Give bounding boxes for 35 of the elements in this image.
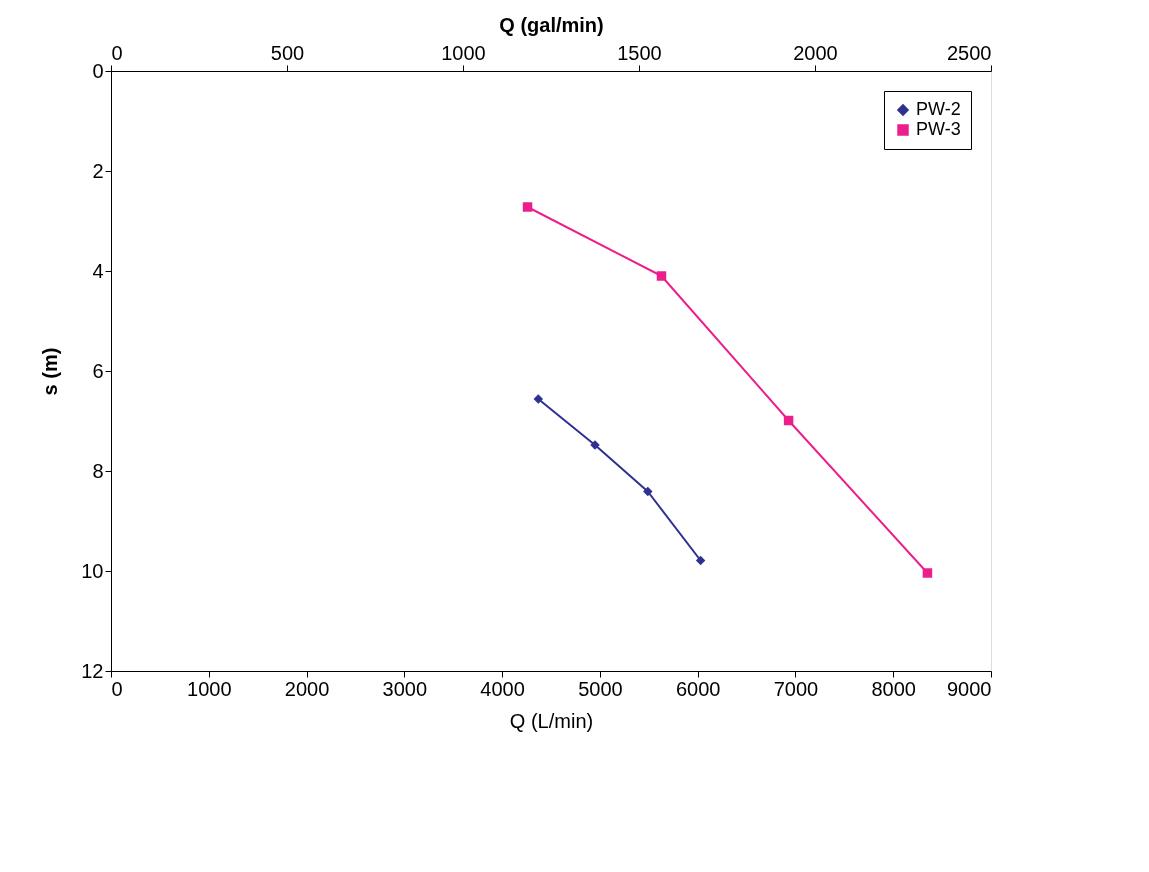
x-tick-label: 3000 [382, 677, 428, 700]
y-tick-label: 8 [92, 459, 104, 482]
x-tick-label: 8000 [871, 677, 916, 700]
x2-tick-label: 2000 [793, 41, 838, 64]
y-tick-label: 6 [92, 359, 104, 382]
point [656, 271, 667, 281]
y-axis-title: s (m) [39, 347, 62, 396]
x-tick-label: 2000 [284, 677, 330, 700]
y-tick-label: 12 [81, 659, 104, 682]
y-tick-label: 2 [92, 159, 104, 182]
point [533, 394, 544, 404]
x2-tick-label: 1500 [617, 41, 662, 64]
x2-tick-label: 500 [270, 41, 305, 64]
x2-tick-label: 2500 [947, 41, 992, 64]
point [783, 415, 794, 426]
x-axis-title: Q (L/min) [509, 709, 594, 732]
x-tick-label: 5000 [578, 677, 623, 700]
x-tick-label: 9000 [947, 677, 992, 700]
point [695, 555, 706, 566]
y-tick-label: 4 [92, 259, 104, 282]
x2-axis-title: Q (gal/min) [499, 13, 604, 36]
point [522, 202, 533, 212]
x-tick-label: 7000 [773, 677, 819, 700]
legend-label: PW-3 [916, 119, 961, 139]
x-tick-label: 4000 [480, 677, 525, 700]
y-tick-label: 0 [92, 59, 104, 82]
x-tick-label: 1000 [187, 677, 232, 700]
x-tick-label: 6000 [675, 677, 721, 700]
point [643, 486, 653, 497]
x-tick-label: 0 [111, 677, 123, 700]
point [922, 568, 933, 578]
x2-tick-label: 0 [111, 41, 123, 64]
y-tick-label: 10 [81, 559, 104, 582]
x2-tick-label: 1000 [441, 41, 486, 64]
legend-label: PW-2 [916, 99, 961, 119]
